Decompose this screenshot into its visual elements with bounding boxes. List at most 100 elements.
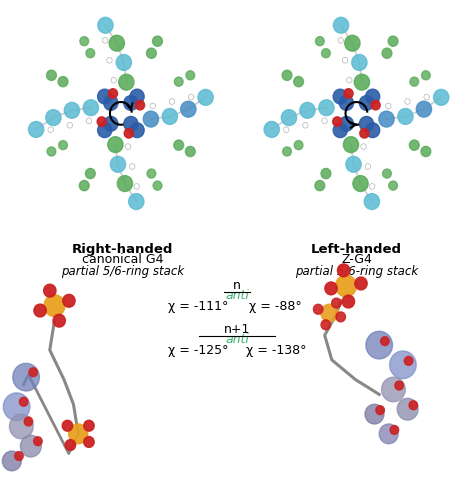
Circle shape <box>383 169 392 178</box>
Circle shape <box>3 393 30 421</box>
Circle shape <box>24 417 33 426</box>
Circle shape <box>333 89 347 104</box>
Circle shape <box>333 117 342 126</box>
Circle shape <box>332 298 341 308</box>
Circle shape <box>339 96 354 110</box>
Circle shape <box>282 70 292 80</box>
Circle shape <box>136 101 145 110</box>
Circle shape <box>344 89 353 98</box>
Text: χ = -125°: χ = -125° <box>168 345 228 357</box>
Circle shape <box>336 275 356 297</box>
Circle shape <box>53 314 65 327</box>
Circle shape <box>321 49 330 58</box>
Circle shape <box>46 109 61 126</box>
Circle shape <box>83 100 99 116</box>
Circle shape <box>398 108 413 124</box>
Circle shape <box>359 116 374 131</box>
Circle shape <box>381 337 389 346</box>
Circle shape <box>147 169 156 178</box>
Circle shape <box>58 76 68 87</box>
Circle shape <box>283 127 289 133</box>
Circle shape <box>134 183 139 189</box>
Circle shape <box>339 116 354 131</box>
Circle shape <box>84 436 94 447</box>
Circle shape <box>118 74 134 90</box>
Circle shape <box>354 74 370 90</box>
Circle shape <box>20 435 41 457</box>
Circle shape <box>128 194 144 210</box>
Circle shape <box>34 304 46 317</box>
Circle shape <box>174 77 183 86</box>
Circle shape <box>85 169 95 178</box>
Circle shape <box>322 118 327 124</box>
Circle shape <box>44 295 65 317</box>
Circle shape <box>143 111 158 127</box>
Circle shape <box>352 55 367 70</box>
Circle shape <box>264 121 279 138</box>
Circle shape <box>65 440 76 451</box>
Circle shape <box>46 70 56 80</box>
Text: anti: anti <box>225 333 249 346</box>
Circle shape <box>355 277 367 290</box>
Circle shape <box>359 96 374 110</box>
Circle shape <box>44 284 56 297</box>
Circle shape <box>98 123 112 138</box>
Text: Right-handed: Right-handed <box>72 243 173 255</box>
Circle shape <box>9 414 33 439</box>
Circle shape <box>86 118 91 124</box>
Circle shape <box>64 103 80 118</box>
Circle shape <box>117 176 133 191</box>
Circle shape <box>80 36 89 46</box>
Circle shape <box>300 103 315 118</box>
Circle shape <box>421 71 430 80</box>
Circle shape <box>336 312 346 322</box>
Circle shape <box>130 123 144 138</box>
Circle shape <box>108 137 123 152</box>
Circle shape <box>376 406 384 415</box>
Circle shape <box>386 103 391 109</box>
Circle shape <box>321 320 330 330</box>
Circle shape <box>369 183 375 189</box>
Circle shape <box>186 71 195 80</box>
Circle shape <box>353 176 368 191</box>
Circle shape <box>360 129 369 138</box>
Circle shape <box>337 264 350 277</box>
Text: n+1: n+1 <box>224 323 250 336</box>
Circle shape <box>102 37 108 43</box>
Circle shape <box>98 89 112 104</box>
Circle shape <box>424 94 429 100</box>
Circle shape <box>345 35 360 51</box>
Circle shape <box>410 77 419 86</box>
Text: Z-G4: Z-G4 <box>341 253 372 266</box>
Circle shape <box>434 89 449 106</box>
Circle shape <box>421 146 431 157</box>
Circle shape <box>153 181 162 190</box>
Circle shape <box>69 424 88 444</box>
Circle shape <box>405 99 410 105</box>
Circle shape <box>382 48 392 58</box>
Circle shape <box>104 116 118 131</box>
Circle shape <box>185 146 195 157</box>
Circle shape <box>59 141 67 150</box>
Circle shape <box>342 295 355 308</box>
Circle shape <box>124 116 138 131</box>
Circle shape <box>316 36 324 46</box>
Circle shape <box>325 282 337 295</box>
Circle shape <box>109 35 125 51</box>
Circle shape <box>104 96 118 110</box>
Circle shape <box>365 123 380 138</box>
Circle shape <box>116 55 131 70</box>
Circle shape <box>319 100 334 116</box>
Circle shape <box>34 437 42 446</box>
Circle shape <box>321 304 338 322</box>
Circle shape <box>365 164 371 169</box>
Text: partial 5/6-ring stack: partial 5/6-ring stack <box>295 265 418 278</box>
Circle shape <box>109 89 118 98</box>
Circle shape <box>371 101 380 110</box>
Circle shape <box>67 122 73 128</box>
Circle shape <box>84 421 94 431</box>
Circle shape <box>124 96 138 110</box>
Circle shape <box>315 180 325 191</box>
Circle shape <box>110 156 126 172</box>
Circle shape <box>129 164 135 169</box>
